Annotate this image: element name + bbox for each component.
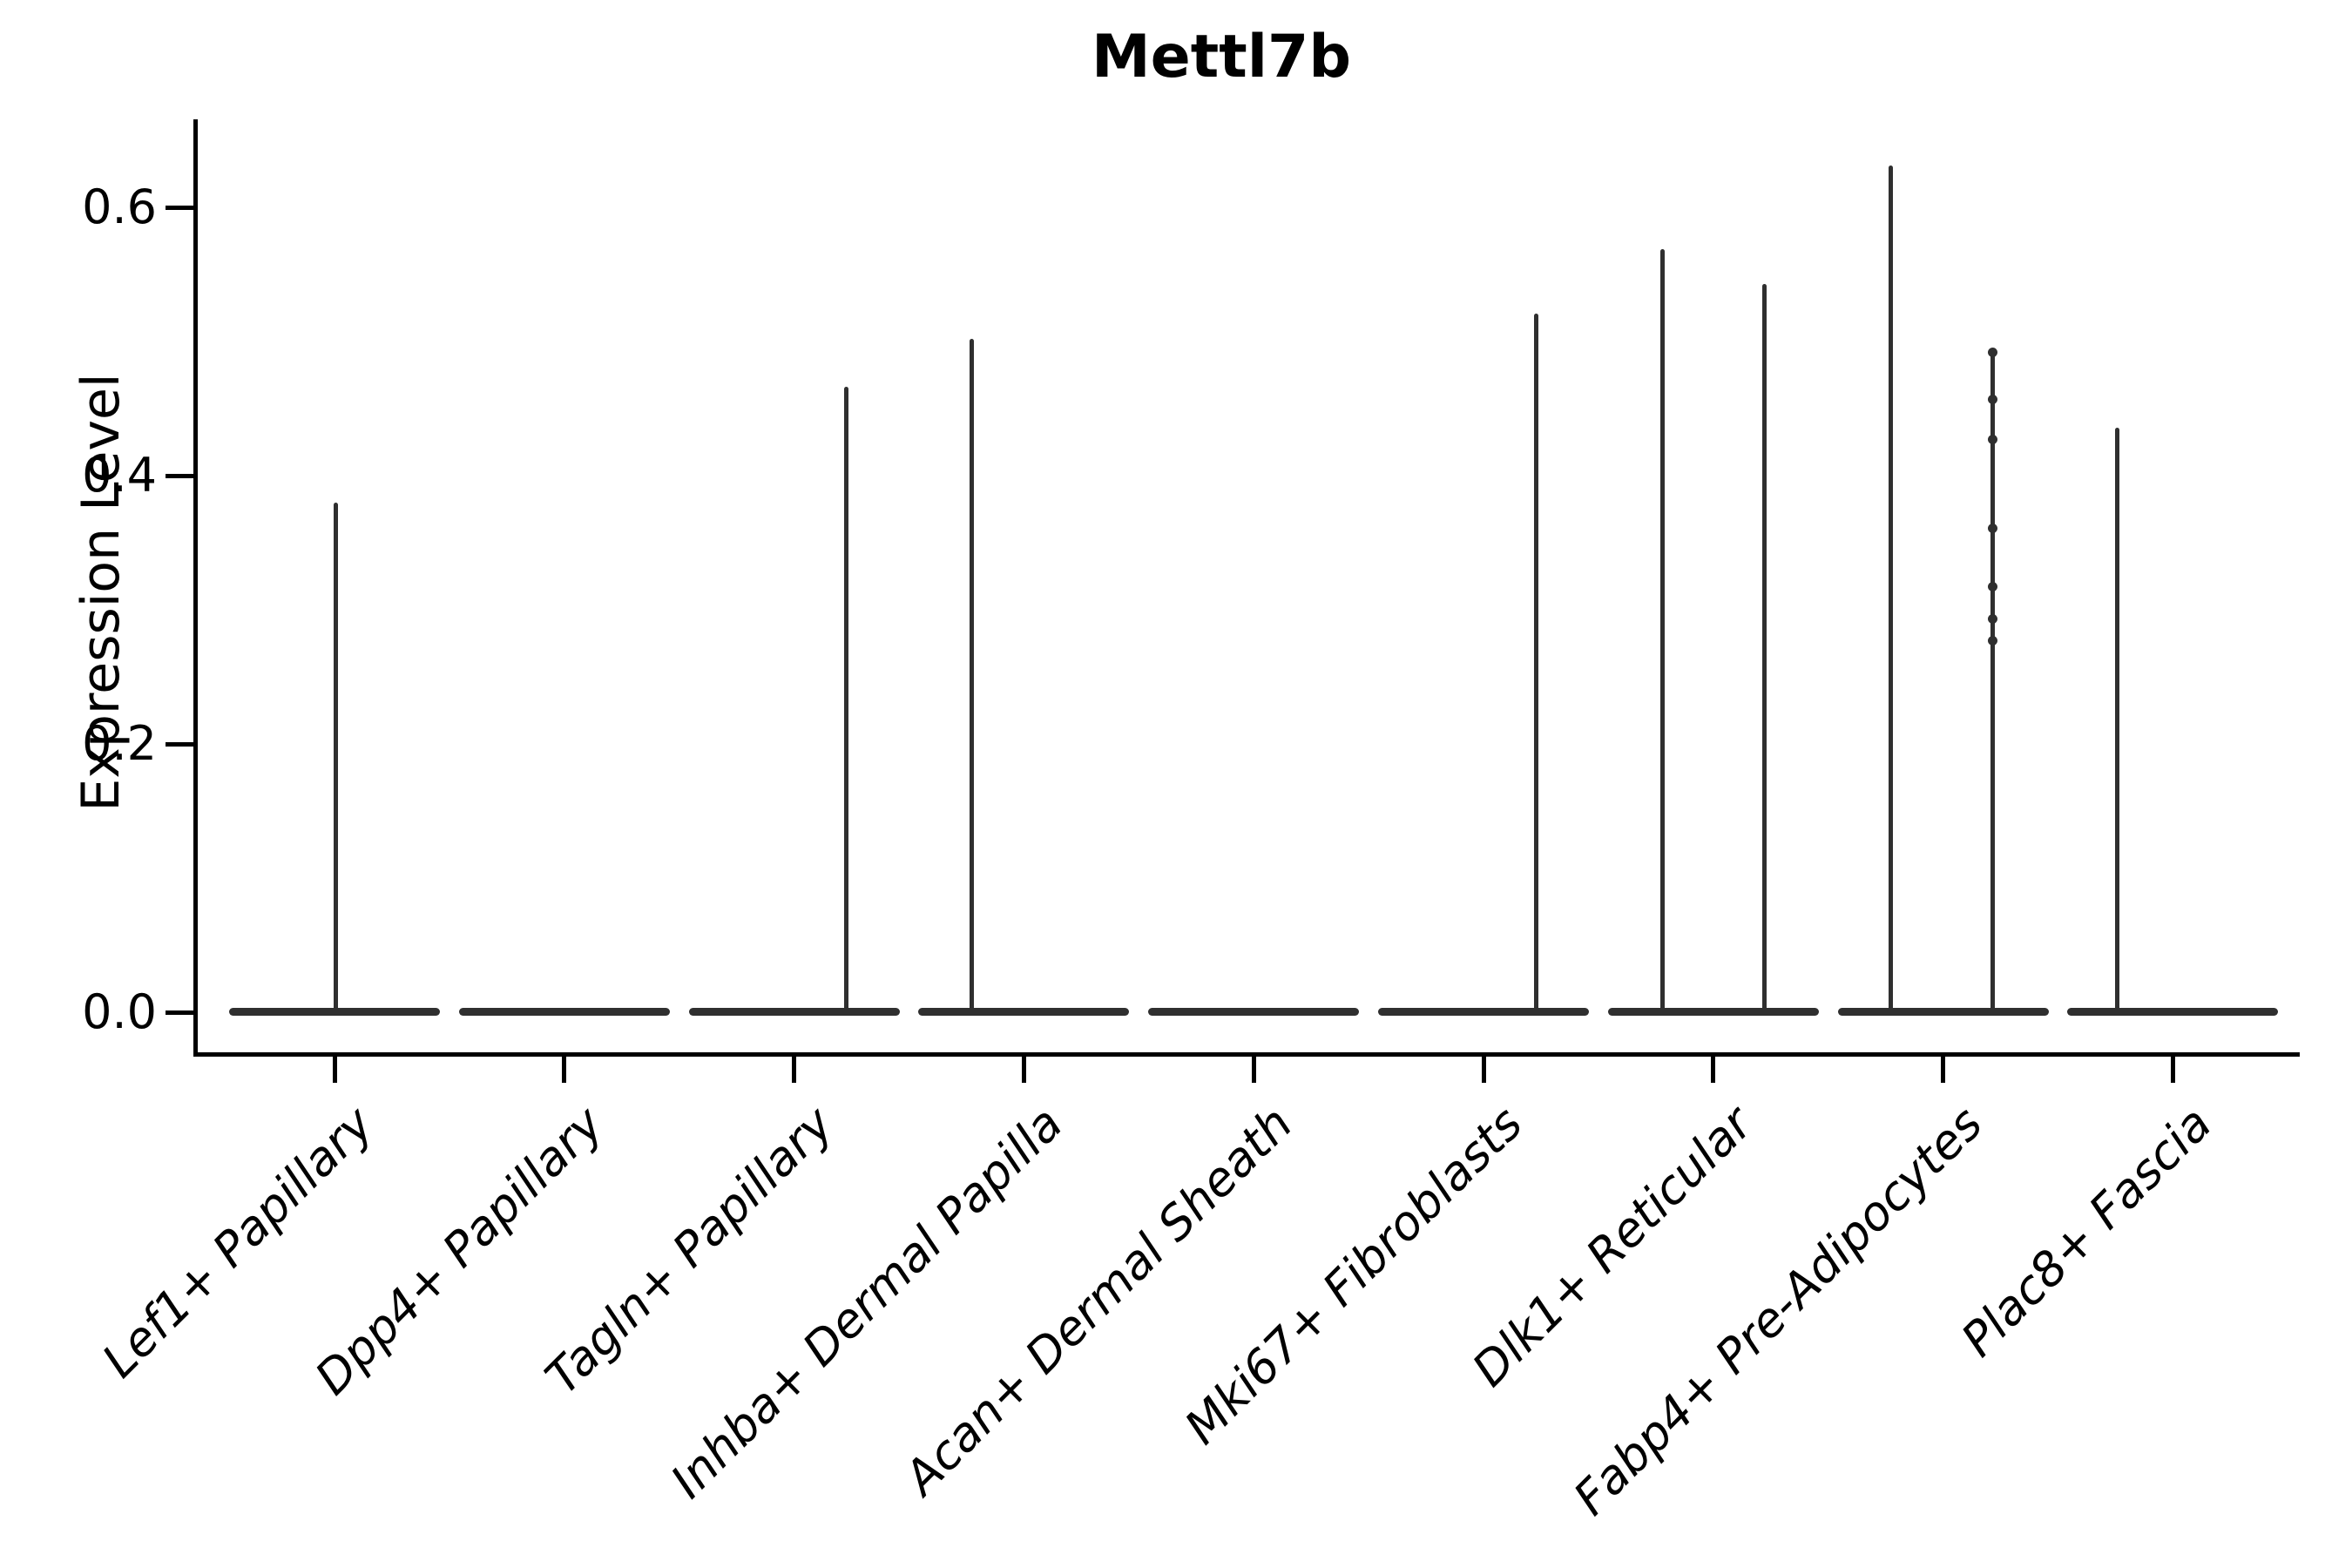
jitter-point [1988, 523, 1998, 533]
violin-spike [333, 502, 338, 1012]
jitter-point [1988, 347, 1998, 357]
y-axis-label: Expression Level [71, 373, 132, 812]
jitter-point [1988, 434, 1998, 444]
y-tick [166, 205, 193, 210]
x-tick [1711, 1057, 1716, 1083]
violin-zero-disc [688, 1008, 900, 1016]
violin-zero-disc [458, 1008, 670, 1016]
x-tick [1941, 1057, 1946, 1083]
violin-zero-disc [1607, 1008, 1819, 1016]
x-tick [332, 1057, 337, 1083]
jitter-point [1988, 394, 1998, 404]
y-axis-spine [193, 119, 198, 1057]
x-tick [2170, 1057, 2175, 1083]
x-axis-spine [193, 1052, 2300, 1057]
violin-spike [1990, 352, 1996, 1012]
y-tick-label: 0.4 [82, 448, 157, 503]
violin-spike [1762, 283, 1767, 1012]
jitter-point [1988, 614, 1998, 625]
y-tick-label: 0.2 [82, 716, 157, 771]
violin-spike [1533, 313, 1538, 1012]
x-tick [562, 1057, 567, 1083]
y-tick [166, 473, 193, 478]
y-tick-label: 0.0 [82, 984, 157, 1039]
violin-zero-disc [1837, 1008, 2049, 1016]
jitter-point [1988, 635, 1998, 645]
violin-zero-disc [2067, 1008, 2279, 1016]
jitter-point [1988, 582, 1998, 592]
y-tick [166, 1010, 193, 1015]
y-tick [166, 741, 193, 747]
violin-spike [1660, 248, 1666, 1012]
violin-zero-disc [1148, 1008, 1360, 1016]
violin-spike [844, 387, 849, 1012]
x-tick [1481, 1057, 1486, 1083]
x-tick [1021, 1057, 1026, 1083]
violin-spike [2114, 427, 2119, 1012]
violin-spike [969, 338, 974, 1012]
x-tick [792, 1057, 797, 1083]
chart-title: Mettl7b [1091, 23, 1352, 91]
violin-spike [1889, 166, 1894, 1012]
violin-zero-disc [1378, 1008, 1589, 1016]
y-tick-label: 0.6 [82, 179, 157, 234]
x-tick [1251, 1057, 1256, 1083]
violin-zero-disc [918, 1008, 1130, 1016]
